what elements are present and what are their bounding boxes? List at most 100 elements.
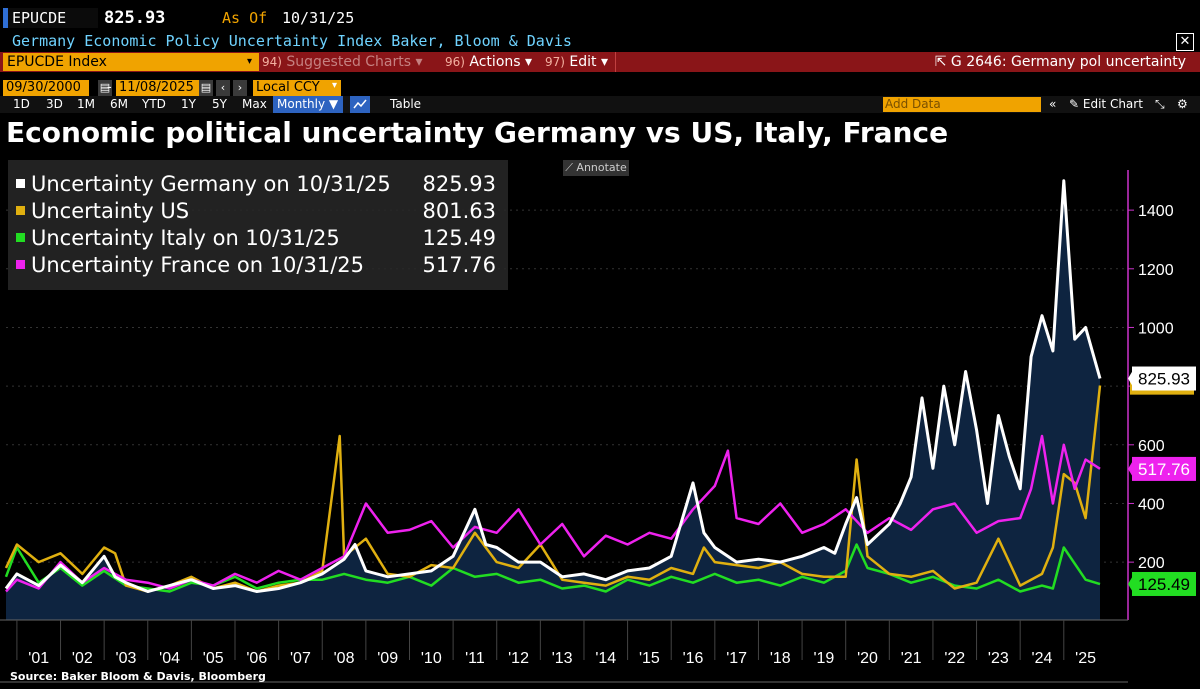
y-tick-label: 1200 xyxy=(1138,262,1174,279)
prev-period-button[interactable]: ‹ xyxy=(216,80,230,96)
security-dropdown-icon[interactable]: ▾ xyxy=(247,56,253,67)
line-chart-icon[interactable] xyxy=(350,96,370,113)
last-value-label-france: 517.76 xyxy=(1138,460,1190,479)
legend-germany[interactable]: Uncertainty Germany on 10/31/25 xyxy=(16,172,391,196)
legend-value-france: 517.76 xyxy=(422,253,496,277)
actions-label: Actions xyxy=(469,54,521,70)
resize-icon[interactable]: ⤡ xyxy=(1155,97,1165,111)
legend-value-us: 801.63 xyxy=(422,199,496,223)
y-tick-label: 1000 xyxy=(1138,320,1174,337)
series-line-italy xyxy=(4,543,1101,593)
annotate-icon: ⟋ xyxy=(565,161,573,174)
ticker-symbol[interactable]: EPUCDE xyxy=(12,9,67,27)
legend-label-italy: Uncertainty Italy on 10/31/25 xyxy=(31,226,340,250)
legend-us[interactable]: Uncertainty US xyxy=(16,199,189,223)
last-value: 825.93 xyxy=(104,8,166,28)
ticker-box[interactable] xyxy=(3,8,98,28)
start-date-field[interactable]: 09/30/2000 xyxy=(3,80,89,96)
legend-box xyxy=(8,160,508,290)
next-period-button[interactable]: › xyxy=(233,80,247,96)
x-tick-label: '10 xyxy=(421,650,442,667)
legend-swatch-france xyxy=(16,260,25,269)
frequency-select[interactable]: Monthly ▼ xyxy=(273,96,343,113)
add-data-input[interactable]: Add Data xyxy=(883,97,1041,112)
as-of-date: 10/31/25 xyxy=(282,9,355,27)
currency-dropdown-icon[interactable]: ▾ xyxy=(332,80,338,91)
edit-label: Edit xyxy=(569,54,597,70)
legend-label-france: Uncertainty France on 10/31/25 xyxy=(31,253,365,277)
x-tick-label: '16 xyxy=(683,650,704,667)
period-1d[interactable]: 1D xyxy=(13,97,30,111)
period-1m[interactable]: 1M xyxy=(77,97,95,111)
suggested-charts-button[interactable]: 94) Suggested Charts ▾ xyxy=(262,54,423,70)
source-note: Source: Baker Bloom & Davis, Bloomberg xyxy=(10,670,266,683)
actions-button[interactable]: 96) Actions ▾ xyxy=(445,54,533,70)
legend-swatch-us xyxy=(16,206,25,215)
x-tick-label: '03 xyxy=(116,650,137,667)
x-tick-label: '07 xyxy=(290,650,311,667)
currency-select[interactable]: Local CCY xyxy=(253,80,341,96)
edit-number: 97) xyxy=(545,55,565,69)
x-tick-label: '08 xyxy=(334,650,355,667)
legend-label-us: Uncertainty US xyxy=(31,199,190,223)
edit-button[interactable]: 97) Edit ▾ xyxy=(545,54,609,70)
period-ytd[interactable]: YTD xyxy=(142,97,166,111)
end-date-field[interactable]: 11/08/2025 xyxy=(116,80,202,96)
x-tick-label: '06 xyxy=(246,650,267,667)
period-3d[interactable]: 3D xyxy=(46,97,63,111)
x-tick-label: '09 xyxy=(377,650,398,667)
y-axis: 200400600800100012001400 xyxy=(1127,170,1174,620)
x-tick-label: '14 xyxy=(595,650,616,667)
actions-number: 96) xyxy=(445,55,465,69)
graph-title[interactable]: ⇱ G 2646: Germany pol uncertainty xyxy=(935,53,1186,71)
external-link-icon[interactable]: ⇱ xyxy=(934,54,947,70)
legend-swatch-italy xyxy=(16,233,25,242)
edit-chart-label: Edit Chart xyxy=(1082,97,1143,111)
x-tick-label: '02 xyxy=(72,650,93,667)
series-lines xyxy=(4,179,1102,593)
legend-swatch-germany xyxy=(16,179,25,188)
germany-area-fill xyxy=(6,180,1100,621)
table-button[interactable]: Table xyxy=(390,97,422,111)
annotate-button[interactable]: ⟋ Annotate xyxy=(563,160,629,176)
legend-value-germany: 825.93 xyxy=(422,172,496,196)
legend-label-germany: Uncertainty Germany on 10/31/25 xyxy=(31,172,391,196)
collapse-icon[interactable]: « xyxy=(1049,97,1057,111)
last-value-label-italy: 125.49 xyxy=(1138,575,1190,594)
start-calendar-icon[interactable]: ▤ xyxy=(98,80,112,96)
security-field[interactable]: EPUCDE Index xyxy=(3,53,259,71)
last-value-label-germany: 825.93 xyxy=(1138,370,1190,389)
x-tick-label: '17 xyxy=(726,650,747,667)
settings-icon[interactable]: ⚙ xyxy=(1177,97,1188,111)
x-tick-label: '23 xyxy=(988,650,1009,667)
edit-chart-button[interactable]: ✎ Edit Chart xyxy=(1069,97,1143,112)
pencil-icon: ✎ xyxy=(1069,97,1080,111)
period-6m[interactable]: 6M xyxy=(110,97,128,111)
close-icon[interactable]: ✕ xyxy=(1176,33,1194,51)
period-max[interactable]: Max xyxy=(242,97,267,111)
x-tick-label: '15 xyxy=(639,650,660,667)
y-tick-label: 600 xyxy=(1138,438,1165,455)
series-line-us xyxy=(4,385,1102,593)
x-tick-label: '21 xyxy=(901,650,922,667)
y-tick-label: 200 xyxy=(1138,555,1165,572)
end-calendar-icon[interactable]: ▤ xyxy=(199,80,213,96)
series-line-germany xyxy=(4,179,1102,593)
as-of-label: As Of xyxy=(222,9,268,27)
x-tick-label: '13 xyxy=(552,650,573,667)
x-tick-label: '19 xyxy=(813,650,834,667)
index-description: Germany Economic Policy Uncertainty Inde… xyxy=(12,32,572,50)
chart-title: Economic political uncertainty Germany v… xyxy=(6,116,949,149)
x-tick-label: '04 xyxy=(159,650,180,667)
legend-france[interactable]: Uncertainty France on 10/31/25 xyxy=(16,253,364,277)
period-5y[interactable]: 5Y xyxy=(212,97,227,111)
toolbar-divider xyxy=(615,52,616,72)
legend-italy[interactable]: Uncertainty Italy on 10/31/25 xyxy=(16,226,340,250)
toolbar-bar xyxy=(0,52,1200,72)
x-tick-label: '12 xyxy=(508,650,529,667)
period-1y[interactable]: 1Y xyxy=(181,97,196,111)
suggested-number: 94) xyxy=(262,55,282,69)
last-value-bg-germany xyxy=(1132,366,1196,391)
x-tick-label: '25 xyxy=(1075,650,1096,667)
